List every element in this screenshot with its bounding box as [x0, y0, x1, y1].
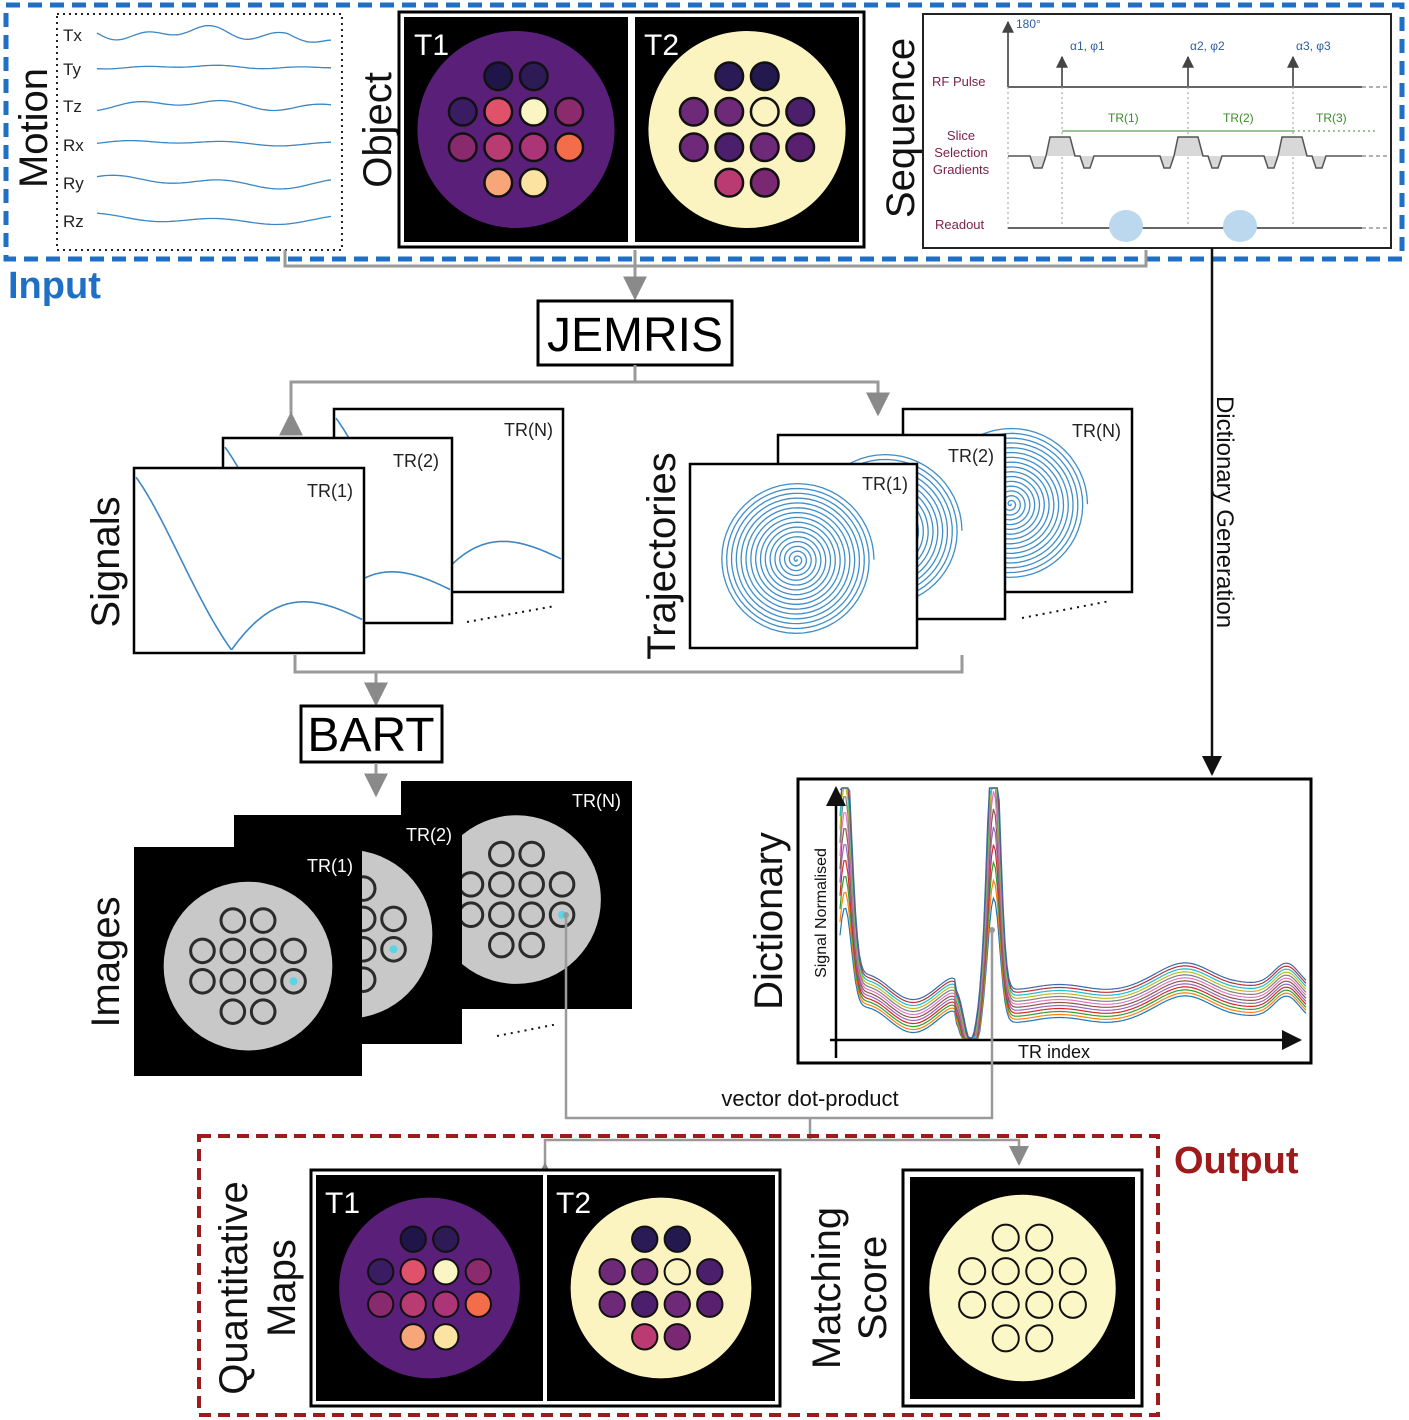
object-panel: Object T1 T2 [356, 10, 866, 249]
trajectories-title: Trajectories [640, 452, 684, 659]
image-vector-connector [564, 915, 994, 1120]
trajectory-frame-trn-label: TR(N) [1072, 421, 1121, 441]
input-region-border [3, 2, 1405, 262]
object-title: Object [356, 72, 400, 188]
input-label: Input [8, 265, 101, 307]
matching-score-map [910, 1177, 1135, 1399]
object-t2-map [635, 17, 859, 242]
tr3-label: TR(3) [1316, 111, 1347, 125]
motion-trace [96, 212, 332, 226]
bart-box [299, 704, 444, 764]
object-t1-map [404, 17, 628, 242]
signal-frame-trn-label: TR(N) [504, 420, 553, 440]
signal-frame-tr2-label: TR(2) [393, 451, 439, 471]
motion-trace [96, 174, 332, 190]
jemris-split-connector [279, 380, 890, 436]
quant-maps-panel: Quantitative Maps T1 T2 [212, 1168, 782, 1408]
matching-score-panel: Matching Score [805, 1168, 1144, 1408]
rf-pulse-label: RF Pulse [932, 74, 985, 89]
signal-frame-tr1 [132, 466, 366, 655]
output-t2-label: T2 [556, 1187, 591, 1220]
motion-channel-tx: Tx [63, 26, 82, 45]
dot-product-label: vector dot-product [721, 1086, 898, 1111]
rf-180-label: 180° [1016, 17, 1041, 31]
slice-label-1: Slice [947, 128, 975, 143]
tr2-label: TR(2) [1223, 111, 1254, 125]
motion-curves [96, 24, 332, 226]
to-bart-connector [293, 655, 964, 674]
image-frame-tr2-label: TR(2) [406, 825, 452, 845]
readout-window-1 [1109, 210, 1143, 242]
signals-panel: Signals TR(N) TR(2) TR(1) [84, 407, 565, 655]
alpha2-label: α2, φ2 [1190, 39, 1225, 53]
output-label: Output [1174, 1140, 1299, 1182]
motion-channel-ty: Ty [63, 60, 81, 79]
image-frame-trn-label: TR(N) [572, 791, 621, 811]
dictionary-ylabel: Signal Normalised [813, 848, 830, 978]
motion-channel-ry: Ry [63, 174, 84, 193]
signals-title: Signals [84, 496, 128, 627]
slice-label-3: Gradients [933, 162, 990, 177]
motion-trace [96, 99, 332, 112]
dictionary-panel: Dictionary Signal Normalised TR index [747, 777, 1313, 1065]
trajectories-panel: Trajectories TR(N) TR(2) TR(1) [640, 407, 1134, 660]
output-region-border [197, 1134, 1160, 1417]
trajectory-frame-tr1 [688, 462, 919, 650]
input-merge-connector [283, 250, 1148, 268]
tr1-label: TR(1) [1108, 111, 1139, 125]
jemris-label: JEMRIS [547, 309, 723, 362]
alpha1-label: α1, φ1 [1070, 39, 1105, 53]
motion-trace [96, 24, 332, 43]
matching-title-2: Score [851, 1236, 895, 1341]
dictionary-box [796, 777, 1313, 1065]
sequence-panel: Sequence 180° α1, φ1 α2, φ2 α3, φ3 RF Pu… [879, 13, 1392, 249]
dictionary-title: Dictionary [747, 832, 791, 1010]
object-t1-label: T1 [414, 29, 449, 62]
readout-label: Readout [935, 217, 985, 232]
trajectory-frame-tr1-label: TR(1) [862, 474, 908, 494]
motion-title: Motion [12, 68, 56, 188]
readout-window-2 [1223, 210, 1257, 242]
image-frame-tr1-label: TR(1) [307, 856, 353, 876]
slice-label-2: Selection [934, 145, 987, 160]
dictionary-curves [839, 787, 1307, 1039]
motion-channel-tz: Tz [63, 97, 82, 116]
bart-label: BART [307, 709, 434, 762]
output-t1-label: T1 [325, 1187, 360, 1220]
trajectory-frame-tr2-label: TR(2) [948, 446, 994, 466]
signal-frame-tr1-label: TR(1) [307, 481, 353, 501]
alpha3-label: α3, φ3 [1296, 39, 1331, 53]
slice-gradient-waveform [1008, 136, 1362, 169]
output-t1-map [316, 1175, 543, 1401]
output-t2-map [547, 1175, 775, 1401]
image-frame-tr1 [134, 847, 362, 1076]
motion-panel: Motion Tx Ty Tz Rx Ry Rz [12, 13, 343, 251]
jemris-box [536, 299, 734, 367]
images-panel: Images TR(N) TR(2) TR(1) [84, 781, 632, 1076]
motion-channel-rx: Rx [63, 136, 84, 155]
motion-trace [96, 139, 332, 147]
output-split-connector [535, 1138, 1029, 1182]
motion-trace [96, 64, 332, 70]
object-t2-label: T2 [644, 29, 679, 62]
dictionary-xlabel: TR index [1018, 1042, 1090, 1062]
motion-channel-rz: Rz [63, 212, 84, 231]
motion-box [56, 13, 343, 251]
matching-title-1: Matching [805, 1207, 849, 1369]
sequence-title: Sequence [879, 38, 923, 218]
quant-maps-title-1: Quantitative [212, 1181, 256, 1394]
quant-maps-title-2: Maps [260, 1239, 304, 1337]
dictionary-generation-label: Dictionary Generation [1211, 396, 1238, 628]
images-title: Images [84, 896, 128, 1027]
